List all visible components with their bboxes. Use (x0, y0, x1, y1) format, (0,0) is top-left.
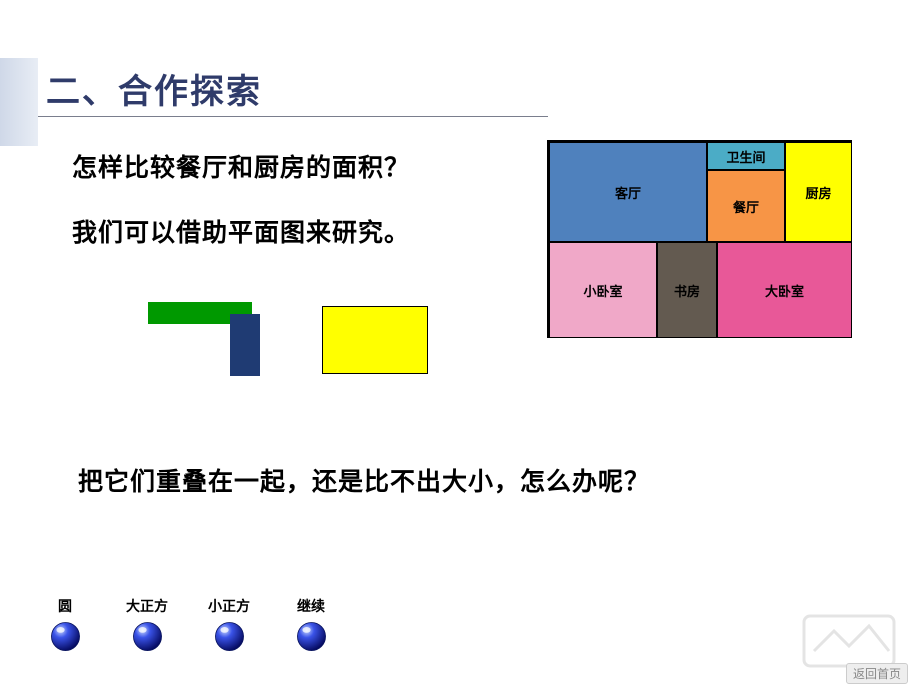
question-1: 怎样比较餐厅和厨房的面积？ (72, 148, 410, 184)
ball-icon (49, 620, 82, 653)
room-small-bedroom: 小卧室 (549, 242, 657, 338)
room-dining: 餐厅 (707, 170, 785, 242)
room-sbed-label: 小卧室 (583, 281, 622, 300)
nav-btn-circle[interactable]: 圆 (40, 596, 90, 653)
room-dining-label: 餐厅 (733, 197, 759, 216)
room-kitchen-label: 厨房 (805, 183, 831, 202)
nav-btn-big-square-label: 大正方 (126, 596, 168, 616)
slide: 二、合作探索 怎样比较餐厅和厨房的面积？ 我们可以借助平面图来研究。 把它们重叠… (0, 0, 920, 690)
floorplan: 客厅 卫生间 餐厅 厨房 小卧室 书房 大卧室 (547, 140, 852, 338)
nav-button-row: 圆 大正方 小正方 继续 (40, 596, 336, 653)
ball-icon (295, 620, 328, 653)
room-toilet: 卫生间 (707, 142, 785, 170)
shape-yellow-rect (322, 306, 428, 374)
home-link[interactable]: 返回首页 (846, 663, 908, 684)
question-3: 把它们重叠在一起，还是比不出大小，怎么办呢？ (78, 462, 650, 498)
ball-icon (213, 620, 246, 653)
nav-btn-big-square[interactable]: 大正方 (122, 596, 172, 653)
room-living: 客厅 (549, 142, 707, 242)
heading-underline (38, 116, 548, 117)
room-big-bedroom: 大卧室 (717, 242, 852, 338)
room-living-label: 客厅 (615, 183, 641, 202)
ball-icon (131, 620, 164, 653)
nav-btn-small-square-label: 小正方 (208, 596, 250, 616)
question-2: 我们可以借助平面图来研究。 (72, 213, 410, 249)
nav-btn-continue[interactable]: 继续 (286, 596, 336, 653)
nav-btn-continue-label: 继续 (297, 596, 325, 616)
room-toilet-label: 卫生间 (726, 147, 765, 166)
section-heading: 二、合作探索 (46, 64, 262, 113)
nav-btn-circle-label: 圆 (58, 596, 72, 616)
heading-accent-bar (0, 58, 38, 146)
room-study: 书房 (657, 242, 717, 338)
room-bbed-label: 大卧室 (765, 281, 804, 300)
shape-blue-rect (230, 314, 260, 376)
room-study-label: 书房 (674, 281, 700, 300)
room-kitchen: 厨房 (785, 142, 852, 242)
nav-btn-small-square[interactable]: 小正方 (204, 596, 254, 653)
